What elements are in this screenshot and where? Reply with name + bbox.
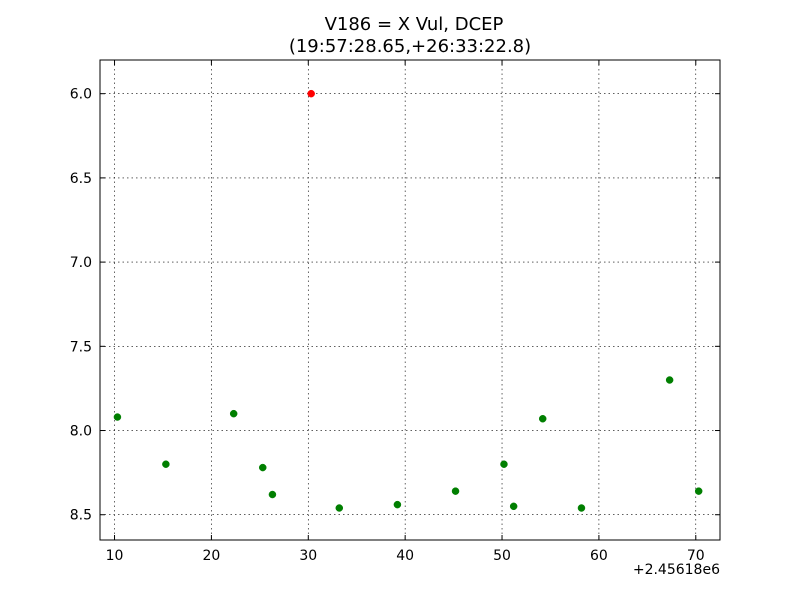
tick-labels: 10 20 30 40 50 60 70 6.0 6.5 7.0 7.5 8.0 8.5 [70, 87, 705, 564]
y-tick-label: 6.5 [70, 171, 92, 187]
x-tick-label: 50 [493, 548, 511, 564]
data-point [538, 414, 547, 423]
data-point [113, 413, 122, 421]
data-point [268, 490, 277, 499]
data-point [335, 504, 344, 512]
data-points [113, 89, 703, 512]
x-tick-label: 20 [202, 548, 220, 564]
data-point [229, 409, 238, 418]
x-tick-label: 60 [590, 548, 608, 564]
y-tick-label: 7.5 [70, 339, 92, 355]
data-point [393, 500, 402, 509]
x-tick-label: 10 [106, 548, 124, 564]
data-point [509, 502, 518, 511]
data-point [665, 376, 674, 384]
grid [100, 60, 720, 540]
y-tick-label: 8.5 [70, 508, 92, 524]
axis-ticks [100, 60, 720, 540]
data-point [500, 460, 508, 468]
y-tick-label: 7.0 [70, 255, 92, 271]
y-tick-label: 6.0 [70, 87, 92, 103]
chart-subtitle: (19:57:28.65,+26:33:22.8) [289, 36, 531, 57]
data-point [307, 89, 315, 98]
data-point [162, 460, 170, 468]
x-offset-label: +2.45618e6 [633, 562, 720, 578]
data-point [451, 487, 460, 495]
y-tick-label: 8.0 [70, 424, 92, 440]
x-tick-label: 70 [687, 548, 705, 564]
chart-title: V186 = X Vul, DCEP [325, 14, 504, 35]
data-point [577, 504, 586, 512]
data-point [259, 463, 267, 472]
x-tick-label: 40 [396, 548, 414, 564]
data-point [694, 487, 703, 495]
plot-frame [99, 59, 721, 541]
x-tick-label: 30 [299, 548, 317, 564]
